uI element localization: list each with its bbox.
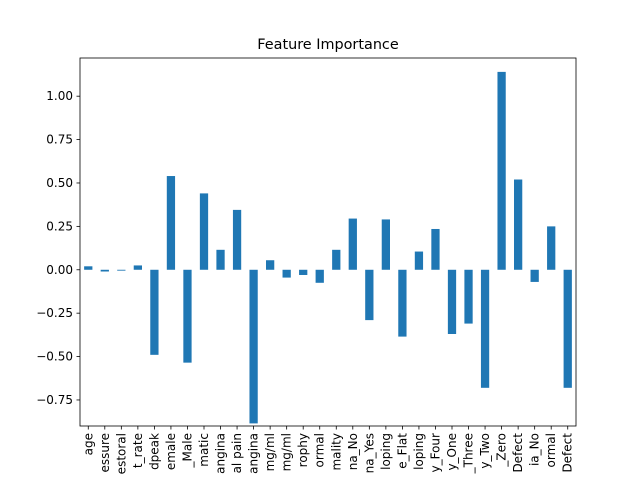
x-tick-label: matic (197, 433, 211, 467)
plot-frame (79, 57, 577, 427)
x-tick-label: e_Flat (395, 433, 409, 469)
x-tick-label: Defect (561, 433, 575, 473)
bar-7 (199, 193, 209, 270)
bar-21 (431, 228, 440, 270)
x-tick-label: estoral (114, 433, 128, 474)
x-tick-label: loping (412, 433, 426, 470)
x-tick-label: mality (329, 433, 343, 471)
y-tick-label: −0.75 (36, 393, 73, 407)
x-tick-label: ia_No (528, 433, 542, 466)
bar-23 (464, 269, 473, 324)
x-tick-label: y_Four (428, 433, 442, 473)
y-tick-label: 0.00 (46, 263, 73, 277)
bar-12 (282, 269, 291, 278)
bar-20 (414, 251, 424, 270)
bar-15 (332, 249, 341, 270)
bar-16 (348, 218, 357, 270)
x-tick-label: Defect (511, 433, 525, 473)
x-tick-label: dpeak (147, 433, 161, 470)
y-tick-label: 0.50 (46, 176, 73, 190)
y-tick-label: 0.25 (46, 219, 73, 233)
bar-11 (266, 260, 275, 270)
bar-27 (530, 269, 539, 282)
x-tick-label: na_No (346, 433, 360, 470)
x-axis: age essure estoral t_rate dpeak emale _Male mat… (81, 426, 575, 474)
bar-2 (117, 269, 126, 271)
bar-22 (447, 269, 457, 334)
bar-28 (547, 226, 556, 270)
y-tick-label: −0.50 (36, 350, 73, 364)
y-tick-label: 0.75 (46, 133, 73, 147)
bar-5 (166, 176, 176, 270)
y-tick-label: 1.00 (46, 89, 73, 103)
x-tick-label: y_Two (478, 433, 492, 469)
x-tick-label: angina (247, 433, 261, 474)
bar-18 (381, 219, 390, 270)
bar-17 (365, 269, 374, 321)
x-tick-label: mg/ml (263, 433, 277, 471)
x-tick-label: age (81, 433, 95, 455)
bar-10 (249, 269, 258, 424)
x-tick-label: essure (98, 433, 112, 473)
x-tick-label: t_rate (131, 433, 145, 468)
bar-6 (183, 269, 192, 363)
bar-29 (563, 269, 572, 388)
x-tick-label: mg/ml (280, 433, 294, 471)
bar-19 (398, 269, 407, 337)
x-tick-label: na_Yes (362, 433, 376, 473)
bars-group (84, 71, 572, 424)
x-tick-label: rophy (296, 433, 310, 467)
bar-25 (497, 71, 506, 270)
bar-24 (480, 269, 490, 388)
bar-0 (84, 266, 93, 270)
x-tick-label: ormal (313, 433, 327, 467)
chart-title: Feature Importance (257, 37, 399, 53)
x-tick-label: y_One (445, 433, 459, 471)
y-tick-label: −0.25 (36, 306, 73, 320)
bar-14 (315, 269, 324, 283)
bar-9 (232, 209, 242, 270)
x-tick-label: _Male (180, 433, 194, 468)
x-tick-label: emale (164, 433, 178, 470)
x-tick-label: _Three (462, 433, 476, 474)
x-tick-label: ormal (544, 433, 558, 467)
bar-26 (514, 179, 523, 270)
bar-3 (133, 265, 142, 270)
x-tick-label: al pain (230, 433, 244, 473)
x-tick-label: angina (214, 433, 228, 474)
bar-8 (216, 249, 225, 270)
x-tick-label: _Zero (495, 433, 509, 468)
x-tick-label: loping (379, 433, 393, 470)
bar-13 (299, 269, 308, 275)
bar-1 (100, 269, 109, 272)
bar-4 (150, 269, 159, 355)
y-axis: −0.75 −0.50 −0.25 0.00 0.25 0.50 0.75 1.00 (36, 89, 80, 407)
